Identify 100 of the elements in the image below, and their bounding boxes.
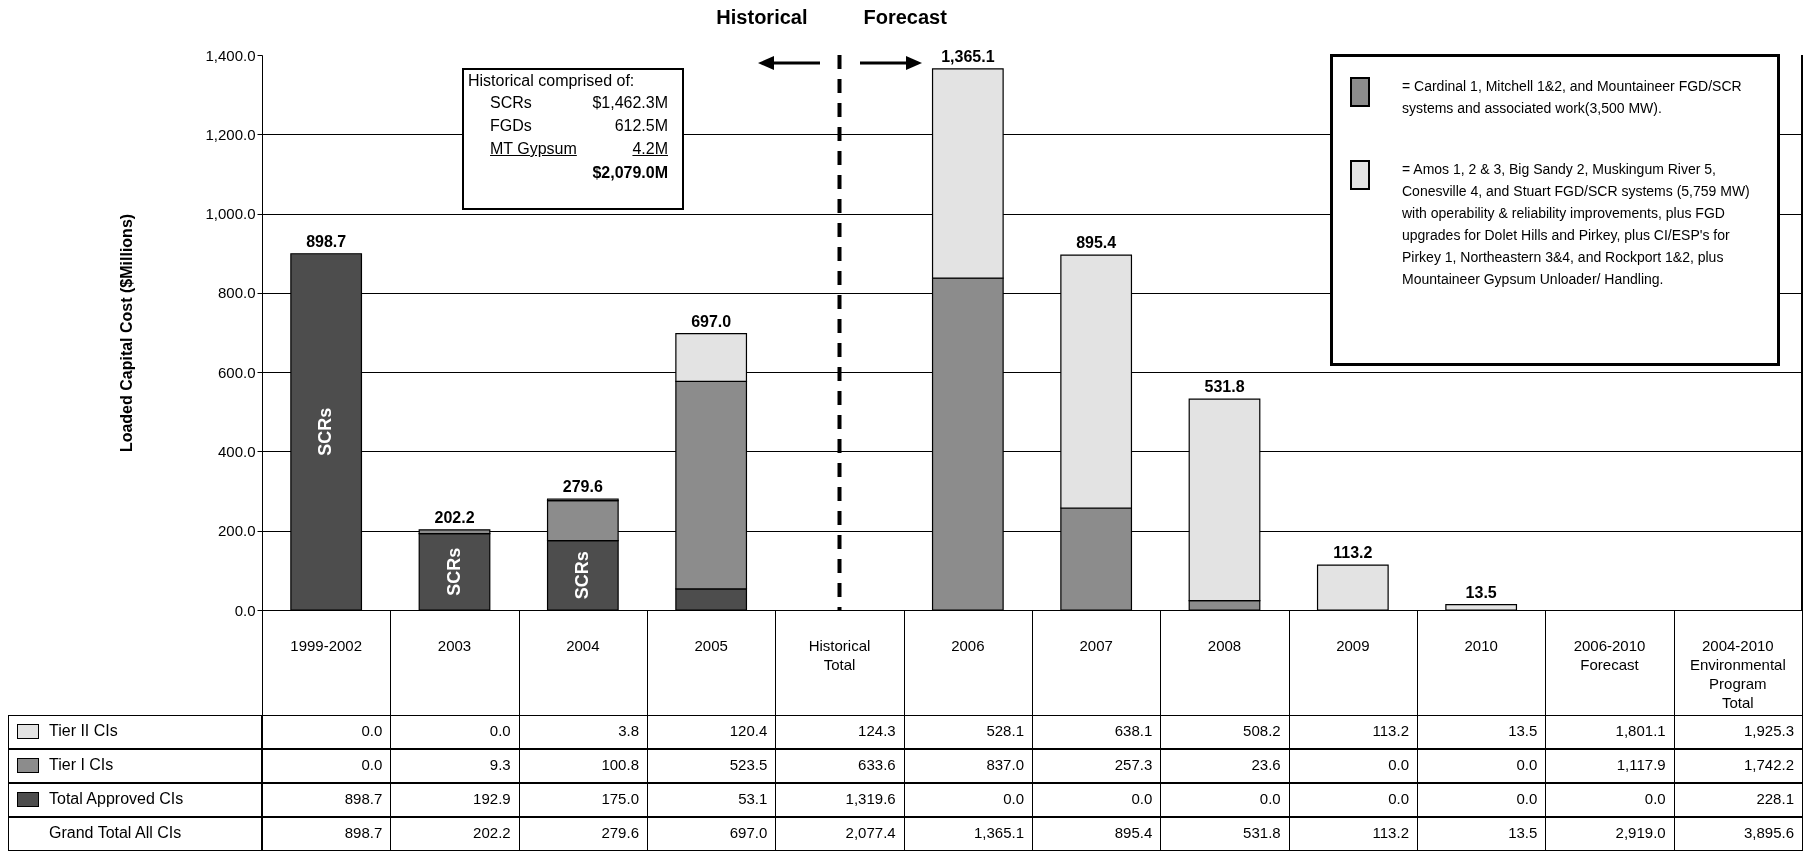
annotation: Historical comprised of:: [468, 72, 635, 90]
x-tick-label: 2004-2010 Environmental Program Total: [1689, 636, 1786, 711]
data-label: 528.1: [903, 715, 1033, 749]
text: 1,742.2: [1743, 756, 1794, 773]
data-label: 113.2: [1288, 715, 1418, 749]
x-tick-label: 2003: [437, 636, 472, 654]
text: 2,919.0: [1545, 817, 1675, 851]
total-label: 1,365.1: [941, 47, 995, 65]
total-label: 697.0: [691, 312, 732, 330]
annotation: SCRs: [571, 551, 592, 600]
annotation: FGDs: [490, 117, 532, 135]
legend-label: Total Approved CIs: [49, 790, 184, 808]
data-label: 100.8: [518, 749, 648, 783]
annotation: = Cardinal 1, Mitchell 1&2, and Mountaineer FGD/SCR systems and associated work(3,500 MW).: [1402, 77, 1743, 118]
total-label: 895.4: [1076, 234, 1117, 252]
total-label: 202.2: [434, 508, 475, 526]
y-tick-label: 1,400.0: [205, 46, 256, 64]
y-tick-label: 200.0: [217, 522, 256, 540]
data-label: 0.0: [1288, 749, 1418, 783]
text: 1,365.1: [973, 824, 1024, 841]
data-label: 0.0: [1417, 783, 1547, 817]
data-label: 837.0: [903, 749, 1033, 783]
data-label: 898.7: [262, 783, 392, 817]
data-label: 175.0: [518, 783, 648, 817]
annotation: SCRs: [443, 547, 464, 596]
x-tick-label: 2006: [951, 636, 985, 654]
text: 202.2: [473, 824, 511, 841]
text: 113.2: [1372, 824, 1409, 841]
y-tick-label: 600.0: [217, 363, 256, 381]
annotation: 612.5M: [614, 117, 668, 135]
text: 1,319.6: [845, 790, 896, 807]
x-tick-label: 2006-2010 Forecast: [1573, 636, 1646, 673]
data-label: 0.0: [1288, 783, 1418, 817]
total-label: 531.8: [1204, 378, 1245, 396]
x-tick-label: 2007: [1079, 636, 1113, 654]
data-label: 257.3: [1032, 749, 1162, 783]
text: 279.6: [601, 824, 639, 841]
data-label: 508.2: [1160, 715, 1290, 749]
text: 0.0: [1644, 790, 1666, 807]
annotation: SCRs: [490, 94, 532, 112]
text: 13.5: [1508, 824, 1538, 841]
data-label: 0.0: [1032, 783, 1162, 817]
data-label: 523.5: [647, 749, 777, 783]
text: Grand Total All CIs: [49, 824, 182, 842]
data-label: 53.1: [647, 783, 777, 817]
y-tick-label: 0.0: [234, 601, 256, 619]
text: Historical: [716, 6, 808, 29]
annotation: MT Gypsum: [490, 140, 577, 158]
annotation: $2,079.0M: [592, 164, 668, 182]
data-label: 0.0: [1160, 783, 1290, 817]
text: 3,895.6: [1673, 817, 1803, 851]
x-tick-label: 2005: [694, 636, 728, 654]
data-label: 638.1: [1032, 715, 1162, 749]
data-label: 0.0: [390, 715, 520, 749]
data-label: 13.5: [1417, 715, 1547, 749]
data-label: 0.0: [262, 715, 392, 749]
data-label: 192.9: [390, 783, 520, 817]
y-tick-label: 800.0: [217, 284, 256, 302]
annotation: SCRs: [315, 407, 336, 456]
x-tick-label: 1999-2002: [290, 636, 363, 654]
y-tick-label: 1,000.0: [205, 205, 256, 223]
total-label: 279.6: [562, 478, 603, 496]
y-tick-label: 1,200.0: [205, 125, 256, 143]
x-tick-label: Historical Total: [808, 636, 871, 673]
total-label: 898.7: [306, 232, 347, 250]
text: 1,801.1: [1615, 722, 1666, 739]
text: 633.6: [858, 756, 896, 773]
x-tick-label: 2009: [1336, 636, 1370, 654]
text: 1,925.3: [1743, 722, 1794, 739]
annotation: $1,462.3M: [592, 94, 668, 112]
y-axis-title: Loaded Capital Cost ($Millions): [118, 213, 136, 453]
data-label: 23.6: [1160, 749, 1290, 783]
bar: [418, 532, 491, 611]
bar: [1445, 604, 1518, 611]
text: 124.3: [858, 722, 896, 739]
data-label: 3.8: [518, 715, 648, 749]
x-tick-label: 2010: [1464, 636, 1498, 654]
x-tick-label: 2004: [566, 636, 600, 654]
legend-label: Tier II CIs: [49, 722, 118, 740]
text: Forecast: [863, 6, 947, 29]
bar: [1316, 564, 1389, 611]
data-label: 0.0: [262, 749, 392, 783]
data-label: 120.4: [647, 715, 777, 749]
data-label: 0.0: [1417, 749, 1547, 783]
text: 2,077.4: [775, 817, 905, 851]
data-label: 0.0: [903, 783, 1033, 817]
text: 898.7: [344, 824, 383, 841]
text: 228.1: [1756, 790, 1794, 807]
annotation: = Amos 1, 2 & 3, Big Sandy 2, Muskingum River 5, Conesville 4, and Stuart FGD/SCR systems (5,759 MW) with operability & reliability improvements, plus FGD upgrades for Dolet Hills and Pirkey, plus CI/ESP's for Pirkey 1, Northeastern 3&4, and Rockport 1&2, plus Mountaineer Gypsum Unloader/ Handling.: [1402, 160, 1751, 289]
text: 531.8: [1243, 824, 1281, 841]
annotation: 4.2M: [632, 140, 668, 158]
text: 1,117.9: [1616, 756, 1666, 773]
text: 697.0: [729, 824, 768, 841]
x-tick-label: 2008: [1207, 636, 1242, 654]
total-label: 113.2: [1333, 544, 1373, 562]
total-label: 13.5: [1465, 583, 1497, 601]
data-label: 9.3: [390, 749, 520, 783]
y-tick-label: 400.0: [217, 442, 256, 460]
text: 895.4: [1114, 824, 1153, 841]
legend-label: Tier I CIs: [49, 756, 114, 774]
